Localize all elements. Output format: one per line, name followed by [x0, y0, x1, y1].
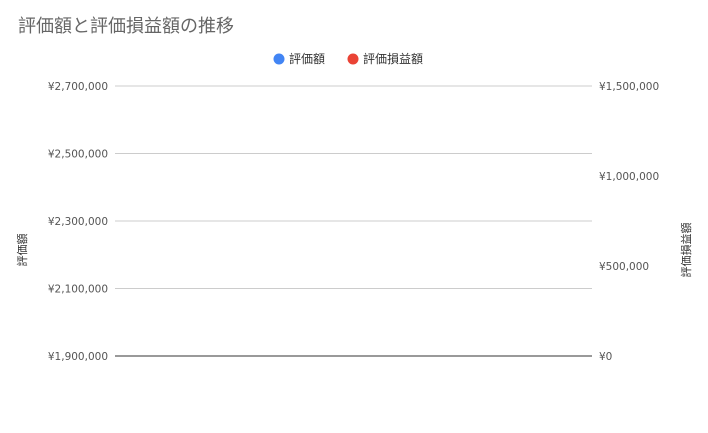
left-tick-label: ¥1,900,000	[48, 351, 108, 363]
chart-title: 評価額と評価損益額の推移	[18, 16, 234, 37]
right-tick-label: ¥1,000,000	[599, 171, 659, 183]
right-axis-ticks: ¥0 ¥500,000 ¥1,000,000 ¥1,500,000	[599, 81, 659, 363]
legend: 評価額 評価損益額	[273, 51, 423, 66]
left-tick-label: ¥2,700,000	[48, 81, 108, 93]
left-axis-ticks: ¥1,900,000 ¥2,100,000 ¥2,300,000 ¥2,500,000…	[48, 81, 108, 363]
legend-label-valuation: 評価額	[289, 51, 325, 66]
legend-marker-profit	[347, 53, 359, 65]
left-tick-label: ¥2,300,000	[48, 216, 108, 228]
right-tick-label: ¥1,500,000	[599, 81, 659, 93]
left-axis-title: 評価額	[15, 234, 29, 267]
legend-marker-valuation	[273, 53, 285, 65]
legend-label-profit: 評価損益額	[363, 51, 423, 66]
left-tick-label: ¥2,500,000	[48, 149, 108, 161]
right-tick-label: ¥500,000	[599, 261, 649, 273]
right-tick-label: ¥0	[599, 351, 612, 363]
gridlines	[115, 85, 592, 357]
left-tick-label: ¥2,100,000	[48, 284, 108, 296]
right-axis-title: 評価損益額	[679, 223, 693, 278]
